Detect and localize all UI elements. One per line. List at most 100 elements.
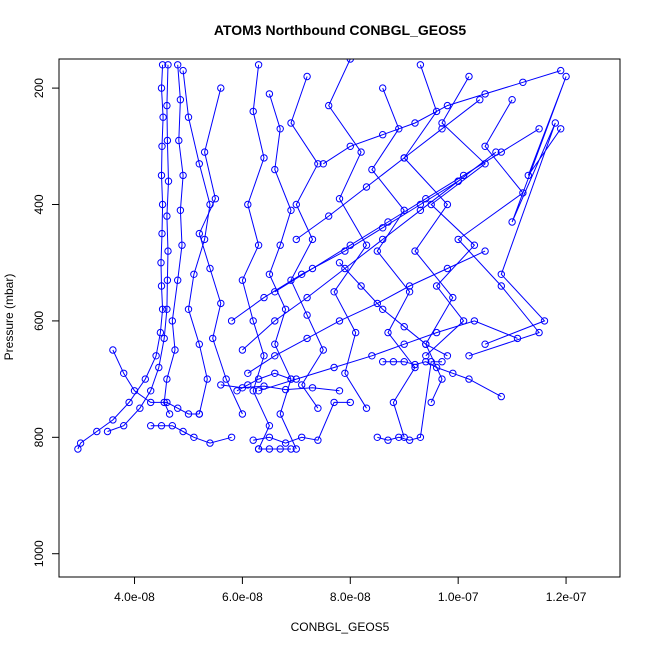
data-point — [179, 427, 187, 436]
data-point — [341, 264, 349, 273]
data-point — [254, 387, 263, 395]
data-point — [443, 352, 452, 360]
series-17 — [227, 177, 462, 325]
data-point — [422, 358, 430, 366]
data-point — [164, 247, 172, 255]
series-line — [296, 99, 481, 240]
data-point — [271, 288, 279, 296]
data-point — [260, 382, 268, 390]
data-point — [438, 358, 446, 366]
data-point — [141, 375, 150, 383]
data-point — [125, 398, 133, 407]
y-tick-label: 400 — [32, 194, 46, 214]
x-tick-label: 6.0e-08 — [222, 590, 263, 604]
data-point — [314, 436, 322, 444]
data-point — [497, 282, 505, 290]
data-point — [330, 363, 338, 372]
data-point — [281, 439, 290, 447]
data-point — [335, 195, 344, 203]
data-point — [156, 328, 165, 337]
data-point — [103, 427, 112, 436]
data-point — [244, 200, 252, 209]
data-point — [298, 433, 306, 441]
data-point — [335, 317, 344, 325]
data-point — [157, 282, 166, 290]
series-28 — [238, 148, 500, 354]
data-point — [384, 218, 392, 226]
series-24 — [109, 346, 204, 418]
data-point — [227, 317, 236, 325]
data-point — [481, 247, 489, 255]
data-point — [176, 206, 185, 215]
data-point — [346, 59, 354, 63]
data-point — [147, 387, 155, 395]
data-point — [459, 171, 468, 180]
series-line — [425, 76, 486, 357]
data-point — [209, 334, 217, 343]
data-point — [200, 148, 209, 156]
data-point — [184, 410, 193, 418]
data-point — [190, 433, 198, 441]
data-point — [179, 171, 187, 180]
data-point — [217, 299, 225, 308]
data-point — [405, 436, 414, 444]
data-point — [400, 340, 408, 348]
series-13 — [454, 96, 543, 360]
data-point — [179, 66, 187, 75]
data-point — [357, 148, 365, 156]
data-point — [481, 90, 489, 98]
data-point — [513, 334, 522, 343]
data-point — [120, 422, 128, 430]
data-point — [244, 369, 252, 377]
data-point — [176, 96, 185, 104]
data-point — [524, 171, 532, 180]
series-25 — [147, 422, 236, 447]
data-point — [411, 247, 419, 255]
data-point — [165, 410, 174, 418]
series-line — [182, 70, 211, 415]
data-point — [368, 352, 376, 360]
x-tick-label: 8.0e-08 — [330, 590, 371, 604]
series-26 — [319, 66, 565, 168]
data-point — [292, 200, 300, 209]
data-point — [159, 113, 167, 121]
data-point — [535, 328, 543, 337]
data-point — [163, 305, 171, 313]
data-point — [432, 107, 441, 116]
data-point — [492, 148, 500, 156]
data-point — [411, 119, 419, 127]
series-6 — [238, 61, 274, 453]
series-29 — [233, 369, 295, 395]
data-point — [308, 384, 317, 392]
series-line — [242, 151, 497, 351]
data-point — [449, 369, 457, 377]
data-point — [287, 206, 295, 215]
series-line — [112, 349, 200, 415]
series-27 — [292, 96, 484, 244]
series-line — [253, 401, 351, 444]
series-line — [371, 87, 416, 438]
series-line — [290, 76, 324, 409]
data-point — [303, 334, 311, 343]
x-tick-label: 1.0e-07 — [438, 590, 479, 604]
data-point — [308, 264, 317, 273]
data-point — [265, 90, 274, 98]
data-point — [217, 84, 225, 92]
series-line — [484, 76, 567, 345]
data-point — [443, 264, 452, 273]
data-point — [449, 293, 457, 302]
data-point — [157, 84, 166, 92]
data-point — [174, 61, 182, 69]
data-point — [158, 61, 167, 69]
data-point — [422, 195, 430, 203]
series-line — [236, 372, 292, 392]
data-point — [443, 101, 452, 110]
data-point — [454, 235, 462, 244]
data-point — [163, 101, 171, 110]
data-point — [249, 317, 257, 325]
series-line — [231, 180, 459, 322]
series-5 — [195, 84, 247, 418]
data-point — [249, 387, 257, 395]
data-point — [211, 195, 220, 203]
series-line — [241, 64, 270, 450]
